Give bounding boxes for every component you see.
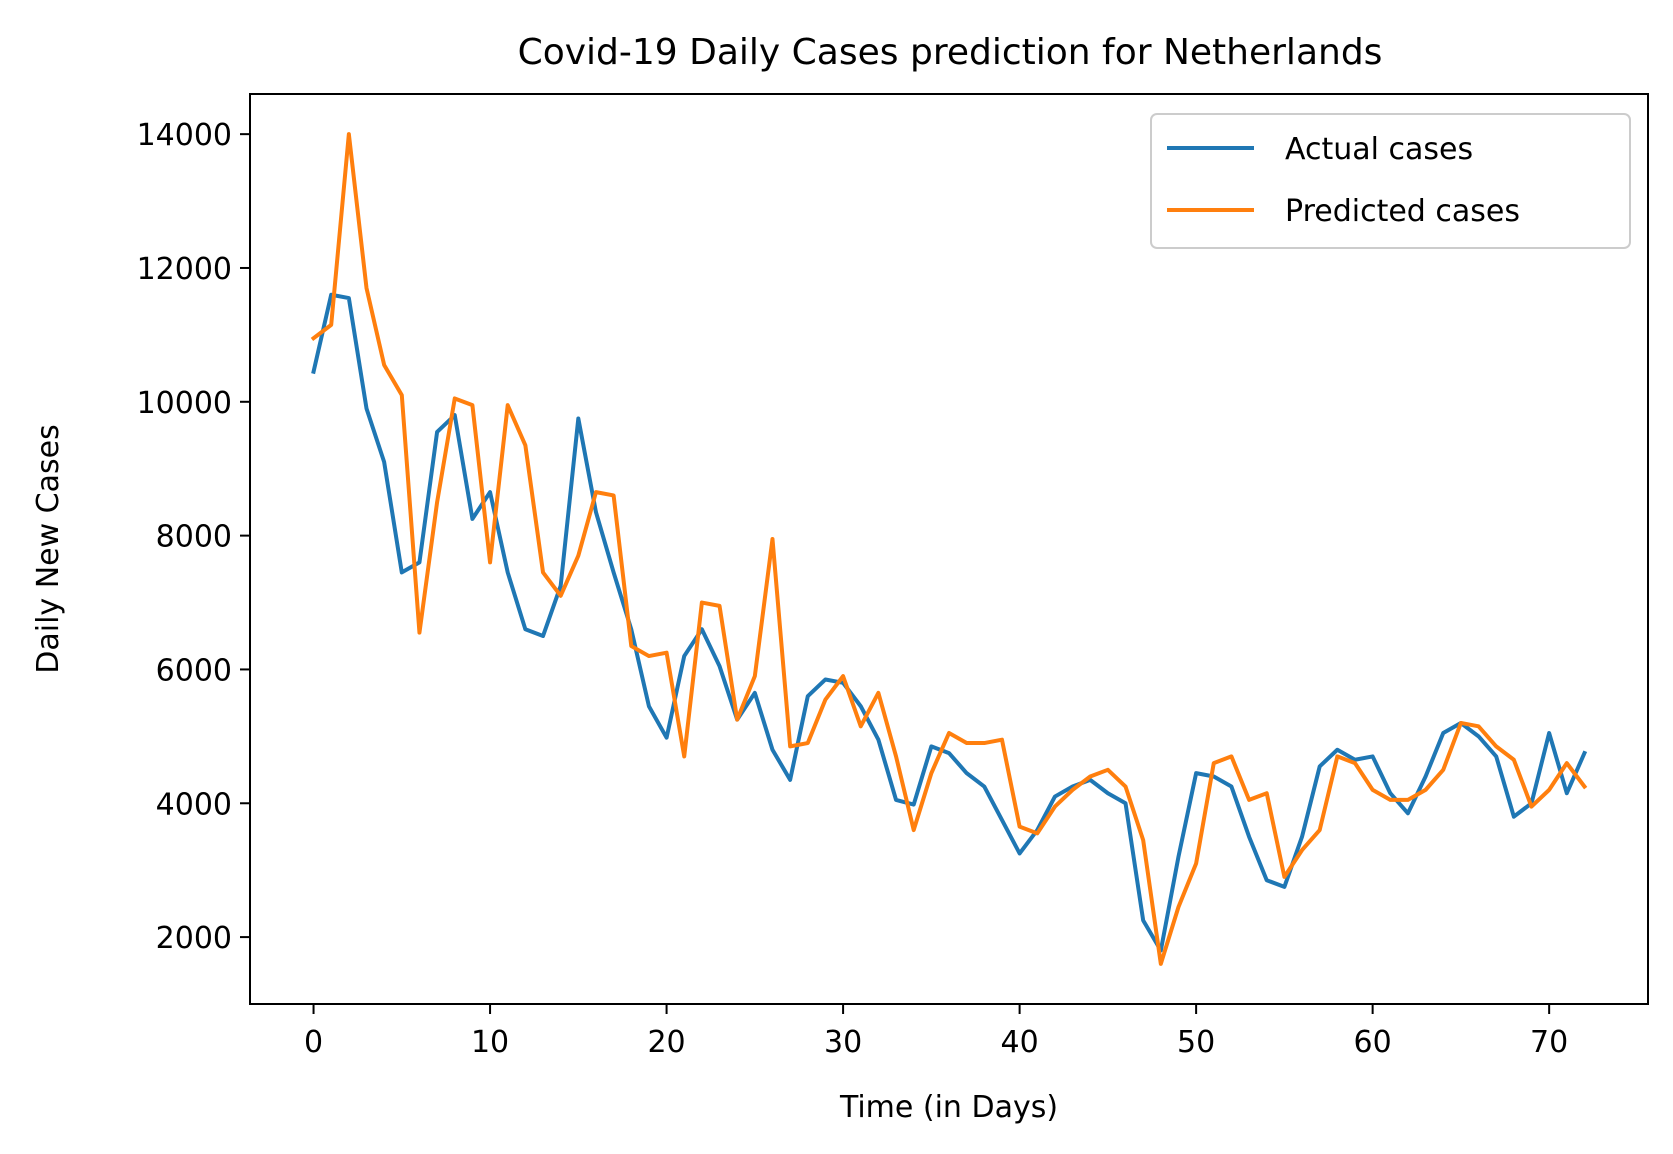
x-tick-label: 40 xyxy=(1001,1025,1039,1060)
plot-area: 0 10 20 30 40 50 60 70 2000 4000 6000 8000 10000 120… xyxy=(137,93,1649,1060)
y-tick-label: 2000 xyxy=(156,921,232,956)
legend-label-predicted: Predicted cases xyxy=(1285,194,1520,229)
series-layer xyxy=(310,132,1588,966)
series-line-predicted xyxy=(310,132,1588,966)
legend-label-actual: Actual cases xyxy=(1285,132,1473,167)
y-tick-label: 4000 xyxy=(156,787,232,822)
y-tick-label: 14000 xyxy=(137,118,232,153)
x-tick-label: 70 xyxy=(1530,1025,1568,1060)
y-tick-label: 12000 xyxy=(137,252,232,287)
series-line-actual xyxy=(311,292,1588,953)
y-tick-label: 10000 xyxy=(137,386,232,421)
legend-box xyxy=(1150,113,1631,249)
y-tick-label: 6000 xyxy=(156,653,232,688)
x-axis-ticks: 0 10 20 30 40 50 60 70 xyxy=(304,1004,1568,1060)
chart-title: Covid-19 Daily Cases prediction for Neth… xyxy=(518,32,1383,73)
x-tick-label: 60 xyxy=(1354,1025,1392,1060)
x-tick-label: 20 xyxy=(647,1025,685,1060)
x-tick-label: 0 xyxy=(304,1025,323,1060)
x-tick-label: 30 xyxy=(824,1025,862,1060)
y-axis-label: Daily New Cases xyxy=(31,424,66,673)
y-tick-label: 8000 xyxy=(156,520,232,555)
legend: Actual cases Predicted cases xyxy=(1150,113,1631,249)
x-tick-label: 10 xyxy=(471,1025,509,1060)
x-axis-label: Time (in Days) xyxy=(839,1090,1058,1125)
x-tick-label: 50 xyxy=(1177,1025,1215,1060)
y-axis-ticks: 2000 4000 6000 8000 10000 12000 14000 xyxy=(137,118,250,956)
axes-frame xyxy=(249,93,1649,1005)
